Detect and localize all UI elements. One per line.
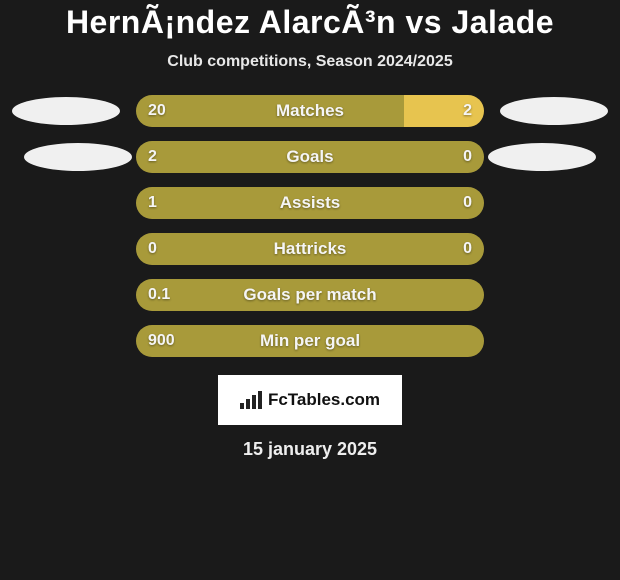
bar-left-fill	[136, 95, 404, 127]
player-ellipse-left	[24, 143, 132, 171]
subtitle: Club competitions, Season 2024/2025	[167, 53, 452, 71]
stat-row: 20Goals	[10, 141, 610, 173]
stat-bar: 0.1Goals per match	[136, 279, 484, 311]
stat-value-right: 2	[463, 95, 472, 127]
stat-row: 900Min per goal	[10, 325, 610, 357]
stat-value-left: 2	[148, 141, 157, 173]
date-text: 15 january 2025	[243, 439, 377, 460]
stat-bar: 900Min per goal	[136, 325, 484, 357]
stat-area: 202Matches20Goals10Assists00Hattricks0.1…	[10, 95, 610, 357]
player-ellipse-left	[12, 97, 120, 125]
stat-bar: 20Goals	[136, 141, 484, 173]
stat-value-left: 900	[148, 325, 175, 357]
fctables-text: FcTables.com	[268, 390, 380, 410]
bar-left-fill	[136, 141, 484, 173]
stat-row: 10Assists	[10, 187, 610, 219]
bar-left-fill	[136, 187, 484, 219]
bar-left-fill	[136, 325, 484, 357]
stat-value-right: 0	[463, 187, 472, 219]
player-ellipse-right	[500, 97, 608, 125]
stat-bar: 202Matches	[136, 95, 484, 127]
fctables-badge: FcTables.com	[218, 375, 402, 425]
page-title: HernÃ¡ndez AlarcÃ³n vs Jalade	[66, 4, 554, 41]
stat-value-left: 0	[148, 233, 157, 265]
stat-value-right: 0	[463, 233, 472, 265]
fctables-icon	[240, 391, 262, 409]
stat-bar: 10Assists	[136, 187, 484, 219]
stat-value-right: 0	[463, 141, 472, 173]
bar-left-fill	[136, 279, 484, 311]
stat-row: 00Hattricks	[10, 233, 610, 265]
stat-bar: 00Hattricks	[136, 233, 484, 265]
stat-row: 0.1Goals per match	[10, 279, 610, 311]
stat-row: 202Matches	[10, 95, 610, 127]
stat-value-left: 1	[148, 187, 157, 219]
stat-value-left: 20	[148, 95, 166, 127]
player-ellipse-right	[488, 143, 596, 171]
bar-left-fill	[136, 233, 484, 265]
stat-value-left: 0.1	[148, 279, 170, 311]
